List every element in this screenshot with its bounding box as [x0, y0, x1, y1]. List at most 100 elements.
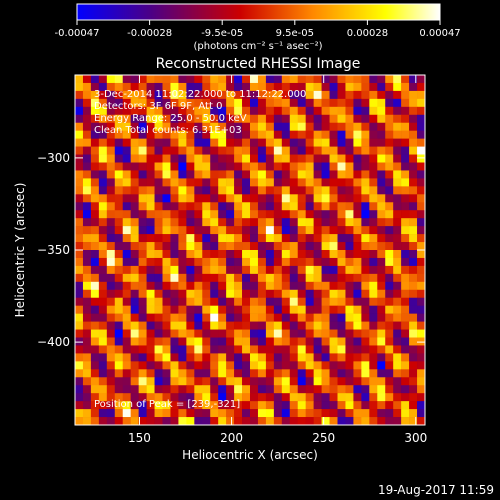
heatmap-cell [186, 75, 195, 84]
heatmap-cell [122, 385, 131, 394]
heatmap-cell [369, 250, 378, 259]
heatmap-cell [75, 417, 84, 426]
heatmap-cell [337, 369, 346, 378]
heatmap-cell [305, 377, 314, 386]
heatmap-cell [130, 273, 139, 283]
heatmap-cell [170, 305, 179, 314]
heatmap-cell [178, 210, 187, 219]
heatmap-cell [345, 75, 354, 84]
heatmap-cell [250, 281, 259, 291]
heatmap-cell [297, 250, 306, 259]
heatmap-cell [90, 90, 100, 100]
heatmap-cell [321, 273, 330, 283]
heatmap-cell [138, 106, 147, 116]
heatmap-cell [361, 234, 370, 243]
heatmap-cell [114, 297, 124, 306]
heatmap-cell [186, 353, 195, 362]
heatmap-cell [337, 170, 346, 179]
heatmap-cell [162, 321, 171, 330]
heatmap-cell [218, 146, 227, 155]
colorbar-tick-label: -9.5e-05 [201, 28, 243, 39]
heatmap-cell [297, 130, 306, 139]
heatmap-cell [369, 218, 378, 227]
heatmap-cell [90, 353, 100, 362]
heatmap-cell [82, 313, 92, 322]
heatmap-cell [138, 170, 147, 179]
heatmap-cell [337, 313, 346, 322]
heatmap-cell [273, 194, 283, 203]
annotation-peak-position: Position of Peak = [239,-321] [94, 399, 240, 410]
heatmap-cell [218, 178, 227, 187]
heatmap-cell [242, 369, 251, 378]
heatmap-cell [242, 82, 251, 92]
heatmap-cell [353, 234, 362, 243]
heatmap-cell [114, 345, 124, 354]
heatmap-cell [226, 377, 235, 386]
heatmap-cell [250, 250, 259, 259]
heatmap-cell [250, 98, 259, 108]
heatmap-cell [361, 289, 370, 299]
heatmap-cell [321, 202, 330, 211]
heatmap-cell [250, 226, 259, 235]
heatmap-cell [178, 186, 187, 195]
heatmap-cell [218, 170, 227, 179]
heatmap-cell [226, 202, 235, 211]
heatmap-cell [289, 393, 299, 402]
heatmap-cell [186, 210, 195, 219]
heatmap-cell [234, 130, 243, 139]
heatmap-cell [202, 321, 211, 330]
heatmap-cell [242, 289, 251, 299]
heatmap-cell [146, 321, 155, 330]
heatmap-cell [369, 361, 378, 370]
heatmap-cell [297, 321, 306, 330]
heatmap-cell [289, 90, 299, 100]
heatmap-cell [186, 234, 195, 243]
heatmap-cell [257, 385, 267, 394]
heatmap-cell [170, 265, 179, 275]
heatmap-cell [226, 242, 235, 251]
heatmap-cell [385, 377, 394, 386]
heatmap-cell [90, 265, 100, 275]
heatmap-cell [385, 210, 394, 219]
heatmap-cell [281, 250, 291, 259]
heatmap-cell [345, 138, 354, 147]
heatmap-cell [106, 321, 116, 330]
heatmap-cell [393, 242, 402, 251]
heatmap-cell [98, 170, 108, 179]
heatmap-cell [250, 75, 259, 84]
heatmap-cell [226, 361, 235, 370]
heatmap-cell [393, 194, 402, 203]
heatmap-cell [75, 75, 84, 84]
heatmap-cell [305, 401, 314, 410]
heatmap-cell [313, 369, 322, 378]
heatmap-cell [329, 273, 338, 283]
heatmap-cell [162, 385, 171, 394]
heatmap-cell [353, 369, 362, 378]
heatmap-cell [393, 329, 402, 338]
heatmap-cell [170, 194, 179, 203]
heatmap-cell [170, 361, 179, 370]
heatmap-cell [186, 337, 195, 346]
heatmap-cell [281, 273, 291, 283]
heatmap-cell [114, 305, 124, 314]
heatmap-cell [321, 226, 330, 235]
heatmap-cell [154, 186, 163, 195]
annotation-energy-range: Energy Range: 25.0 - 50.0 keV [94, 113, 247, 124]
heatmap-cell [337, 321, 346, 330]
heatmap-cell [130, 377, 139, 386]
heatmap-cell [154, 369, 163, 378]
heatmap-cell [393, 186, 402, 195]
heatmap-cell [138, 130, 147, 139]
heatmap-cell [321, 353, 330, 362]
heatmap-cell [218, 210, 227, 219]
heatmap-cell [130, 234, 139, 243]
heatmap-cell [337, 186, 346, 195]
heatmap-cell [170, 353, 179, 362]
heatmap-cell [329, 337, 338, 346]
heatmap-cell [417, 265, 426, 275]
heatmap-cell [98, 353, 108, 362]
heatmap-cell [313, 82, 322, 92]
heatmap-cell [194, 114, 203, 124]
heatmap-cell [369, 313, 378, 322]
heatmap-cell [226, 313, 235, 322]
